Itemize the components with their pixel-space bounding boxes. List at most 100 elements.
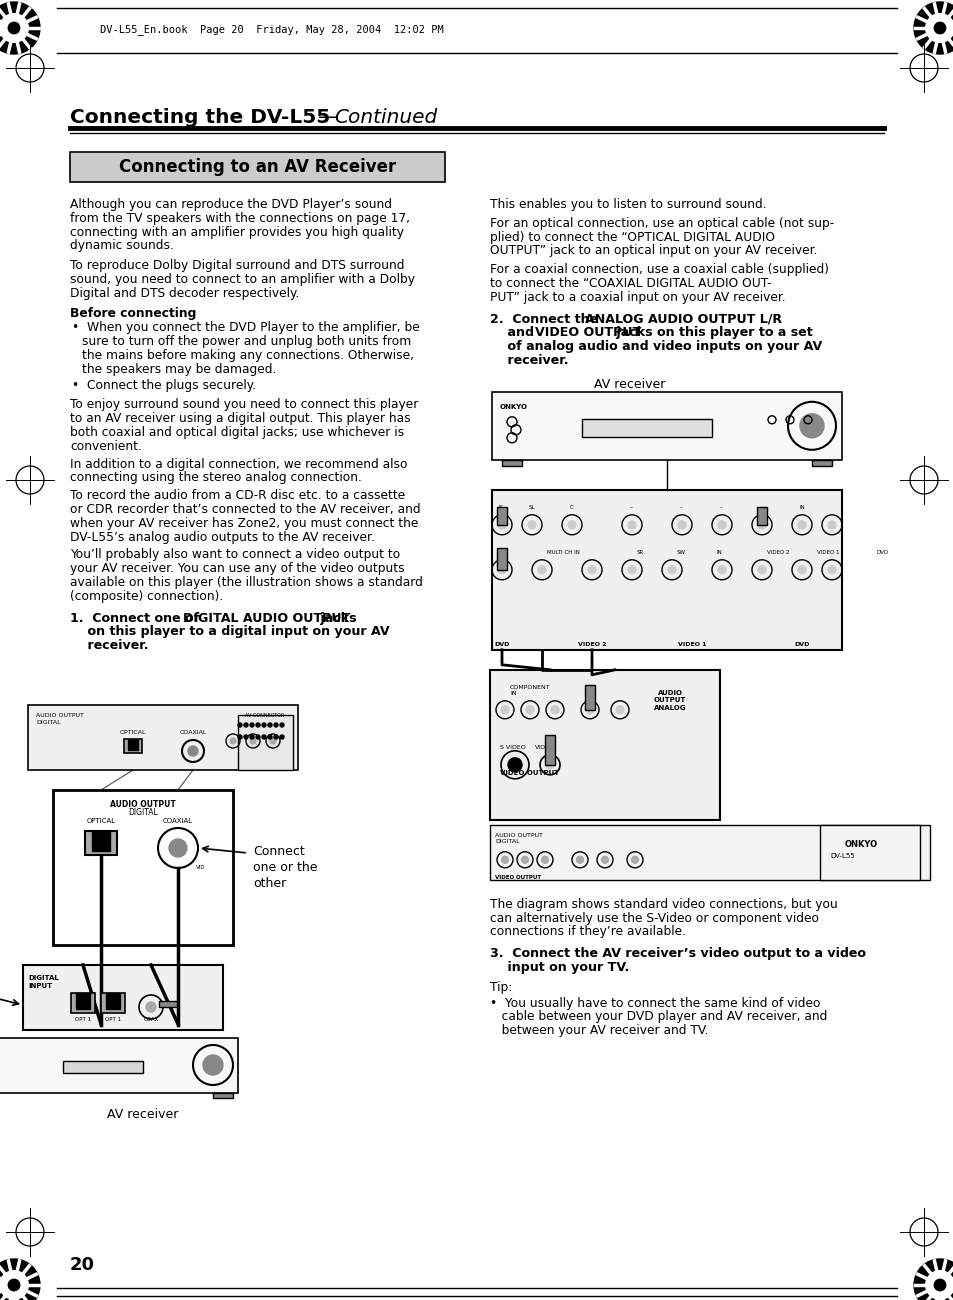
Text: of analog audio and video inputs on your AV: of analog audio and video inputs on your… <box>490 341 821 354</box>
Text: OPTICAL: OPTICAL <box>87 818 115 824</box>
Bar <box>820 824 919 880</box>
Bar <box>124 738 142 753</box>
Circle shape <box>537 566 545 573</box>
Circle shape <box>797 521 805 529</box>
Text: both coaxial and optical digital jacks; use whichever is: both coaxial and optical digital jacks; … <box>70 426 404 439</box>
Bar <box>85 831 117 855</box>
Circle shape <box>230 738 235 744</box>
Bar <box>101 993 125 1013</box>
Text: VIDEO 2: VIDEO 2 <box>766 550 789 555</box>
Text: 3.  Connect the AV receiver’s video output to a video: 3. Connect the AV receiver’s video outpu… <box>490 948 865 961</box>
Text: PUT” jack to a coaxial input on your AV receiver.: PUT” jack to a coaxial input on your AV … <box>490 291 785 304</box>
Text: SW: SW <box>677 550 685 555</box>
Bar <box>0 1037 237 1093</box>
Bar <box>237 715 293 770</box>
Circle shape <box>933 1279 944 1291</box>
Text: —: — <box>317 108 337 127</box>
Bar <box>757 507 766 525</box>
Text: COMPONENT
IN: COMPONENT IN <box>510 685 550 696</box>
Text: •  When you connect the DVD Player to the amplifier, be: • When you connect the DVD Player to the… <box>71 321 419 334</box>
Text: AUDIO OUTPUT: AUDIO OUTPUT <box>36 712 84 718</box>
Circle shape <box>924 1270 953 1299</box>
Circle shape <box>280 723 284 727</box>
Text: For an optical connection, use an optical cable (not sup-: For an optical connection, use an optica… <box>490 217 833 230</box>
Text: •  You usually have to connect the same kind of video: • You usually have to connect the same k… <box>490 997 820 1010</box>
Circle shape <box>244 734 248 738</box>
Text: Connect
one or the
other: Connect one or the other <box>253 845 317 890</box>
Text: or CDR recorder that’s connected to the AV receiver, and: or CDR recorder that’s connected to the … <box>70 503 420 516</box>
Circle shape <box>797 566 805 573</box>
Circle shape <box>203 1056 223 1075</box>
Text: The diagram shows standard video connections, but you: The diagram shows standard video connect… <box>490 898 837 911</box>
Bar <box>490 670 720 820</box>
Bar <box>490 824 929 880</box>
Bar <box>497 507 506 525</box>
Text: COAX: COAX <box>143 1017 158 1022</box>
Text: the speakers may be damaged.: the speakers may be damaged. <box>82 363 276 376</box>
Text: This enables you to listen to surround sound.: This enables you to listen to surround s… <box>490 198 766 211</box>
Circle shape <box>188 746 198 757</box>
Text: OPTICAL: OPTICAL <box>120 731 146 734</box>
Circle shape <box>262 734 266 738</box>
Bar <box>53 790 233 945</box>
Circle shape <box>146 1002 156 1011</box>
Text: AV receiver: AV receiver <box>107 1108 178 1121</box>
Circle shape <box>250 734 253 738</box>
Circle shape <box>0 14 29 43</box>
Circle shape <box>255 723 260 727</box>
Text: when your AV receiver has Zone2, you must connect the: when your AV receiver has Zone2, you mus… <box>70 517 418 530</box>
Circle shape <box>551 706 558 714</box>
Text: S VIDEO: S VIDEO <box>499 745 525 750</box>
Circle shape <box>0 3 40 55</box>
Text: ONKYO: ONKYO <box>844 840 877 849</box>
Text: Digital and DTS decoder respectively.: Digital and DTS decoder respectively. <box>70 287 299 300</box>
Text: the mains before making any connections. Otherwise,: the mains before making any connections.… <box>82 348 414 361</box>
Text: OUTPUT” jack to an optical input on your AV receiver.: OUTPUT” jack to an optical input on your… <box>490 244 817 257</box>
Text: Connecting to an AV Receiver: Connecting to an AV Receiver <box>119 159 395 176</box>
Text: Tip:: Tip: <box>490 980 512 993</box>
Bar <box>492 391 841 460</box>
Text: AUDIO OUTPUT: AUDIO OUTPUT <box>110 800 175 809</box>
Text: DV-L55_En.book  Page 20  Friday, May 28, 2004  12:02 PM: DV-L55_En.book Page 20 Friday, May 28, 2… <box>100 25 443 35</box>
Text: connecting with an amplifier provides you high quality: connecting with an amplifier provides yo… <box>70 226 403 239</box>
Circle shape <box>244 723 248 727</box>
Bar <box>213 1093 233 1098</box>
Text: convenient.: convenient. <box>70 439 142 452</box>
Circle shape <box>827 566 835 573</box>
Text: AV CONNECTOR: AV CONNECTOR <box>245 712 284 718</box>
Circle shape <box>924 14 953 43</box>
Text: DIGITAL: DIGITAL <box>28 975 59 982</box>
Text: COAXIAL: COAXIAL <box>163 818 193 824</box>
Text: cable between your DVD player and AV receiver, and: cable between your DVD player and AV rec… <box>490 1010 826 1023</box>
Text: C: C <box>570 504 574 510</box>
Circle shape <box>616 706 623 714</box>
Text: AV receiver: AV receiver <box>594 378 665 391</box>
Bar <box>28 705 297 770</box>
Text: VID: VID <box>195 864 206 870</box>
Text: connecting using the stereo analog connection.: connecting using the stereo analog conne… <box>70 472 361 485</box>
Bar <box>584 685 595 710</box>
Text: ONKYO: ONKYO <box>499 404 527 410</box>
Text: receiver.: receiver. <box>490 354 568 367</box>
Circle shape <box>500 706 509 714</box>
Circle shape <box>262 723 266 727</box>
Text: 1.  Connect one of: 1. Connect one of <box>70 611 203 624</box>
Circle shape <box>545 760 554 768</box>
Text: input on your TV.: input on your TV. <box>490 961 629 974</box>
Text: to connect the “COAXIAL DIGITAL AUDIO OUT-: to connect the “COAXIAL DIGITAL AUDIO OU… <box>490 277 771 290</box>
Circle shape <box>567 521 576 529</box>
Text: from the TV speakers with the connections on page 17,: from the TV speakers with the connection… <box>70 212 410 225</box>
Circle shape <box>576 857 583 863</box>
Text: VIDEO 2: VIDEO 2 <box>578 642 605 647</box>
Circle shape <box>913 1258 953 1300</box>
Circle shape <box>501 857 508 863</box>
Circle shape <box>0 1270 29 1299</box>
Circle shape <box>541 857 548 863</box>
Circle shape <box>800 413 823 438</box>
Circle shape <box>527 521 536 529</box>
Bar <box>501 460 521 465</box>
Text: AUDIO OUTPUT: AUDIO OUTPUT <box>495 833 542 837</box>
Text: can alternatively use the S-Video or component video: can alternatively use the S-Video or com… <box>490 911 818 924</box>
Text: 2.  Connect the: 2. Connect the <box>490 312 602 325</box>
Text: DVD: DVD <box>876 550 888 555</box>
